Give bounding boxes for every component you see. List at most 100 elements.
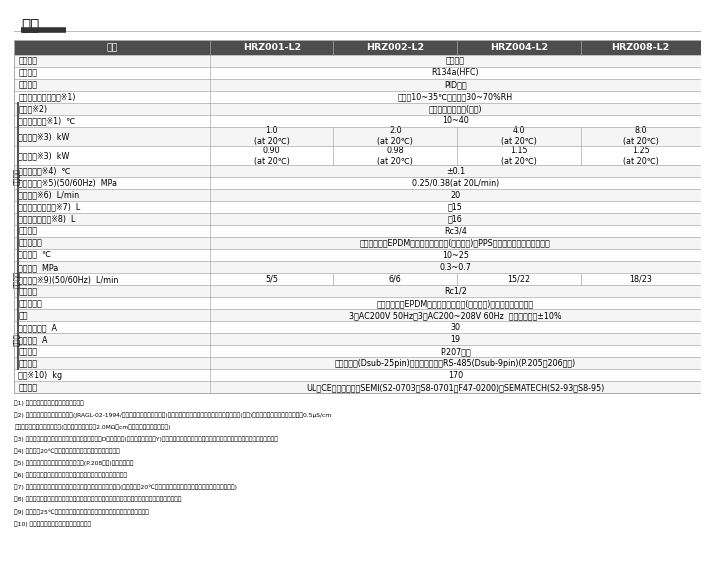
Text: 注8) メインタンク容量を含まない予備空間容積です。外部配管内部の回収や予備注入に使用します。: 注8) メインタンク容量を含まない予備空間容積です。外部配管内部の回収や予備注入…: [14, 497, 182, 502]
Text: 約16: 約16: [448, 215, 463, 224]
Text: 定格流量※6)  L/min: 定格流量※6) L/min: [19, 191, 79, 200]
Text: 水冷凍式: 水冷凍式: [446, 56, 465, 65]
Bar: [14, 273, 701, 285]
Text: 3相AC200V 50Hz、3相AC200~208V 60Hz  許容電圧変動±10%: 3相AC200V 50Hz、3相AC200~208V 60Hz 許容電圧変動±1…: [349, 311, 561, 320]
Text: 約15: 約15: [448, 203, 463, 212]
Text: ポンプ能力※5)(50/60Hz)  MPa: ポンプ能力※5)(50/60Hz) MPa: [19, 179, 117, 188]
Bar: [14, 321, 701, 333]
Text: アラーム: アラーム: [19, 347, 37, 356]
Text: 接続口径: 接続口径: [19, 227, 37, 236]
Text: HRZ002-L2: HRZ002-L2: [366, 43, 424, 52]
Text: 170: 170: [448, 371, 463, 380]
Bar: [14, 201, 701, 213]
Text: 温度範囲  ℃: 温度範囲 ℃: [19, 251, 51, 260]
Text: 20: 20: [450, 191, 460, 200]
Text: 15/22: 15/22: [507, 275, 531, 284]
Bar: [14, 345, 701, 357]
Bar: [14, 54, 701, 67]
Text: 19: 19: [450, 335, 460, 344]
Text: 注9) 放熱液温25℃で冷却能力互額りの発生を加算した時に必要な流量です。: 注9) 放熱液温25℃で冷却能力互額りの発生を加算した時に必要な流量です。: [14, 509, 149, 515]
Text: 0.25/0.38(at 20L/min): 0.25/0.38(at 20L/min): [412, 179, 499, 188]
Text: 5/5: 5/5: [265, 275, 278, 284]
Text: 接点入出力(Dsub-25pin)およびシリアルRS-485(Dsub-9pin)(P.205、206参照): 接点入出力(Dsub-25pin)およびシリアルRS-485(Dsub-9pin…: [335, 359, 576, 368]
Text: 4.0
(at 20℃): 4.0 (at 20℃): [501, 127, 537, 146]
Text: 通信機能: 通信機能: [19, 359, 37, 368]
Text: 加熱能力※3)  kW: 加熱能力※3) kW: [19, 151, 70, 160]
Bar: [14, 79, 701, 91]
Text: 注1) 結露しない条件でご使用ください。: 注1) 結露しない条件でご使用ください。: [14, 400, 84, 406]
Text: HRZ001-L2: HRZ001-L2: [242, 43, 301, 52]
Text: ブレーカ容量  A: ブレーカ容量 A: [19, 323, 57, 332]
Bar: [14, 189, 701, 201]
Text: UL、CEマーキング、SEMI(S2-0703、S8-0701、F47-0200)、SEMATECH(S2-93、S8-95): UL、CEマーキング、SEMI(S2-0703、S8-0701、F47-0200…: [306, 383, 604, 392]
Text: 0.98
(at 20℃): 0.98 (at 20℃): [378, 145, 413, 166]
Text: ステンレス、EPDM、銅ブレージング(熱交換器)、シリコーン、黄銅: ステンレス、EPDM、銅ブレージング(熱交換器)、シリコーン、黄銅: [377, 299, 534, 308]
Bar: [14, 297, 701, 309]
Text: 注4) 液温液温20℃の時のサーモチラー出口での能力です。: 注4) 液温液温20℃の時のサーモチラー出口での能力です。: [14, 449, 120, 454]
Text: 10~25: 10~25: [442, 251, 469, 260]
Bar: [14, 357, 701, 369]
Bar: [14, 249, 701, 261]
Text: メインタンク容量※7)  L: メインタンク容量※7) L: [19, 203, 81, 212]
Text: 注3) 放熱量については、負荷安定状態での値です。D制御セット(オプション記号：Y)をご使用の場合やその他の使用条件によっては外れる場合があります。: 注3) 放熱量については、負荷安定状態での値です。D制御セット(オプション記号：…: [14, 437, 278, 442]
Text: 冷却方式: 冷却方式: [19, 56, 37, 65]
Text: 接液部材質: 接液部材質: [19, 299, 42, 308]
Text: 注7) サーモチラーを量産などのために必要な循環液の量です。(液温液温：20℃、サーモチラー内部の配管や熱交換器のみを含む): 注7) サーモチラーを量産などのために必要な循環液の量です。(液温液温：20℃、…: [14, 485, 237, 490]
Text: 循環液※2): 循環液※2): [19, 104, 47, 113]
Text: 放熱水系: 放熱水系: [13, 271, 20, 288]
Bar: [14, 103, 701, 115]
Bar: [14, 127, 701, 146]
Text: 接液部材質: 接液部材質: [19, 239, 42, 248]
Text: 8.0
(at 20℃): 8.0 (at 20℃): [623, 127, 659, 146]
Text: 定格電流  A: 定格電流 A: [19, 335, 48, 344]
Bar: [14, 237, 701, 249]
Text: 仕様: 仕様: [21, 19, 39, 33]
Bar: [14, 369, 701, 381]
Text: 1.15
(at 20℃): 1.15 (at 20℃): [501, 145, 537, 166]
Text: 6/6: 6/6: [389, 275, 402, 284]
Text: を下限としてください。(電気伝導率の場合は2.0MΩ・cmを上限としてください。): を下限としてください。(電気伝導率の場合は2.0MΩ・cmを上限としてください。…: [14, 424, 171, 430]
Text: 使用冷媒: 使用冷媒: [19, 68, 37, 77]
Text: 循環液系: 循環液系: [13, 168, 20, 185]
Text: 注10) 梱包を含まない初燥状態の質量です。: 注10) 梱包を含まない初燥状態の質量です。: [14, 521, 92, 527]
Text: 2.0
(at 20℃): 2.0 (at 20℃): [378, 127, 413, 146]
Bar: [14, 381, 701, 393]
Bar: [14, 333, 701, 345]
Text: 圧力範囲  MPa: 圧力範囲 MPa: [19, 263, 59, 272]
Text: 温度安定性※4)  ℃: 温度安定性※4) ℃: [19, 167, 71, 176]
Text: ±0.1: ±0.1: [445, 167, 465, 176]
Text: 温度：10~35℃、湿度：30~70%RH: 温度：10~35℃、湿度：30~70%RH: [398, 92, 513, 101]
Bar: [14, 285, 701, 297]
Bar: [14, 67, 701, 79]
Bar: [14, 261, 701, 273]
Bar: [14, 309, 701, 321]
Bar: [14, 165, 701, 177]
Text: Rc3/4: Rc3/4: [444, 227, 467, 236]
Text: 注5) 別売部属の「バイパス配管セット」(P.208参照)が必要です。: 注5) 別売部属の「バイパス配管セット」(P.208参照)が必要です。: [14, 461, 134, 466]
Text: 30: 30: [450, 323, 460, 332]
Bar: [14, 91, 701, 103]
Bar: [14, 115, 701, 127]
Text: 注2) 日本冷凍空調工業会水質基準(JRAGL-02-1994/冷却水系一循環式一補給水)を満たすものをご使用ください。脱イオン水(純水)をご使用の場合の電気伝: 注2) 日本冷凍空調工業会水質基準(JRAGL-02-1994/冷却水系一循環式…: [14, 413, 332, 418]
Bar: [14, 40, 701, 54]
Text: 型式: 型式: [107, 43, 118, 52]
Text: 1.25
(at 20℃): 1.25 (at 20℃): [623, 145, 659, 166]
Text: 電気系: 電気系: [13, 333, 20, 346]
Text: 使用周囲温度・湿度※1): 使用周囲温度・湿度※1): [19, 92, 76, 101]
Bar: [14, 146, 701, 165]
Text: 冷却能力※3)  kW: 冷却能力※3) kW: [19, 132, 70, 141]
Text: 10~40: 10~40: [442, 116, 469, 125]
Text: ステンレス、EPDM、銅ブレージング(熱交換器)、PPS、シリコーン、フッ素樹脂: ステンレス、EPDM、銅ブレージング(熱交換器)、PPS、シリコーン、フッ素樹脂: [360, 239, 551, 248]
Text: 接続口径: 接続口径: [19, 287, 37, 296]
Text: 0.90
(at 20℃): 0.90 (at 20℃): [254, 145, 290, 166]
Text: 設定温度範囲※1)  ℃: 設定温度範囲※1) ℃: [19, 116, 76, 125]
Text: R134a(HFC): R134a(HFC): [431, 68, 479, 77]
Text: サブタンク容量※8)  L: サブタンク容量※8) L: [19, 215, 76, 224]
Bar: [14, 177, 701, 189]
Text: 清水・脱イオン水(純水): 清水・脱イオン水(純水): [428, 104, 482, 113]
Text: HRZ008-L2: HRZ008-L2: [611, 43, 670, 52]
Text: 注6) 加熱能力、温度安定性などを維持するために必要な流量です。: 注6) 加熱能力、温度安定性などを維持するために必要な流量です。: [14, 473, 127, 478]
Text: 制御方式: 制御方式: [19, 80, 37, 89]
Text: 必要流量※9)(50/60Hz)  L/min: 必要流量※9)(50/60Hz) L/min: [19, 275, 119, 284]
Text: 18/23: 18/23: [629, 275, 652, 284]
